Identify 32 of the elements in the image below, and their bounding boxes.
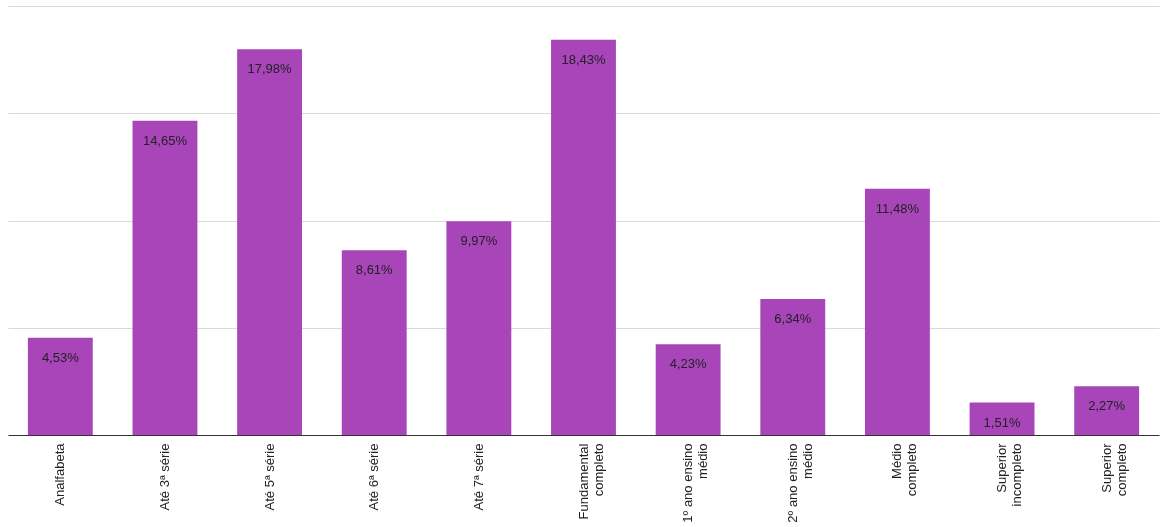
bar — [132, 120, 198, 435]
x-tick-label: Até 5ª série — [261, 443, 277, 511]
x-tick-label: Analfabeta — [52, 442, 68, 506]
x-tick-label: Superior incompleto — [994, 442, 1025, 507]
bar — [864, 188, 930, 435]
data-label: 4,53% — [41, 349, 80, 365]
bar — [446, 221, 512, 435]
data-label: 9,97% — [460, 233, 498, 249]
bar — [760, 299, 826, 435]
data-label: 8,61% — [355, 262, 394, 278]
x-tick-label: Superior completo — [1098, 442, 1129, 497]
x-tick-label: 2º ano ensino médio — [784, 443, 815, 523]
bar — [27, 337, 93, 435]
data-label: 17,98% — [247, 61, 293, 77]
bar — [237, 49, 303, 435]
x-tick-label: Até 7ª série — [470, 443, 486, 511]
bar — [551, 39, 616, 435]
x-tick-label: Médio completo — [889, 443, 920, 497]
x-tick-label: Até 3ª série — [156, 443, 172, 511]
data-label: 11,48% — [875, 200, 920, 216]
bar — [655, 344, 721, 435]
bar — [341, 250, 407, 435]
data-label: 14,65% — [142, 132, 188, 148]
data-label: 18,43% — [561, 51, 606, 67]
data-label: 1,51% — [983, 414, 1021, 430]
data-label: 4,23% — [669, 356, 707, 372]
x-tick-label: Até 6ª série — [366, 443, 382, 511]
x-tick-label: 1º ano ensino médio — [680, 443, 711, 523]
x-tick-label: Fundamental completo — [575, 443, 606, 520]
data-label: 6,34% — [774, 311, 812, 327]
bar — [1074, 386, 1140, 435]
data-label: 2,27% — [1088, 398, 1126, 414]
